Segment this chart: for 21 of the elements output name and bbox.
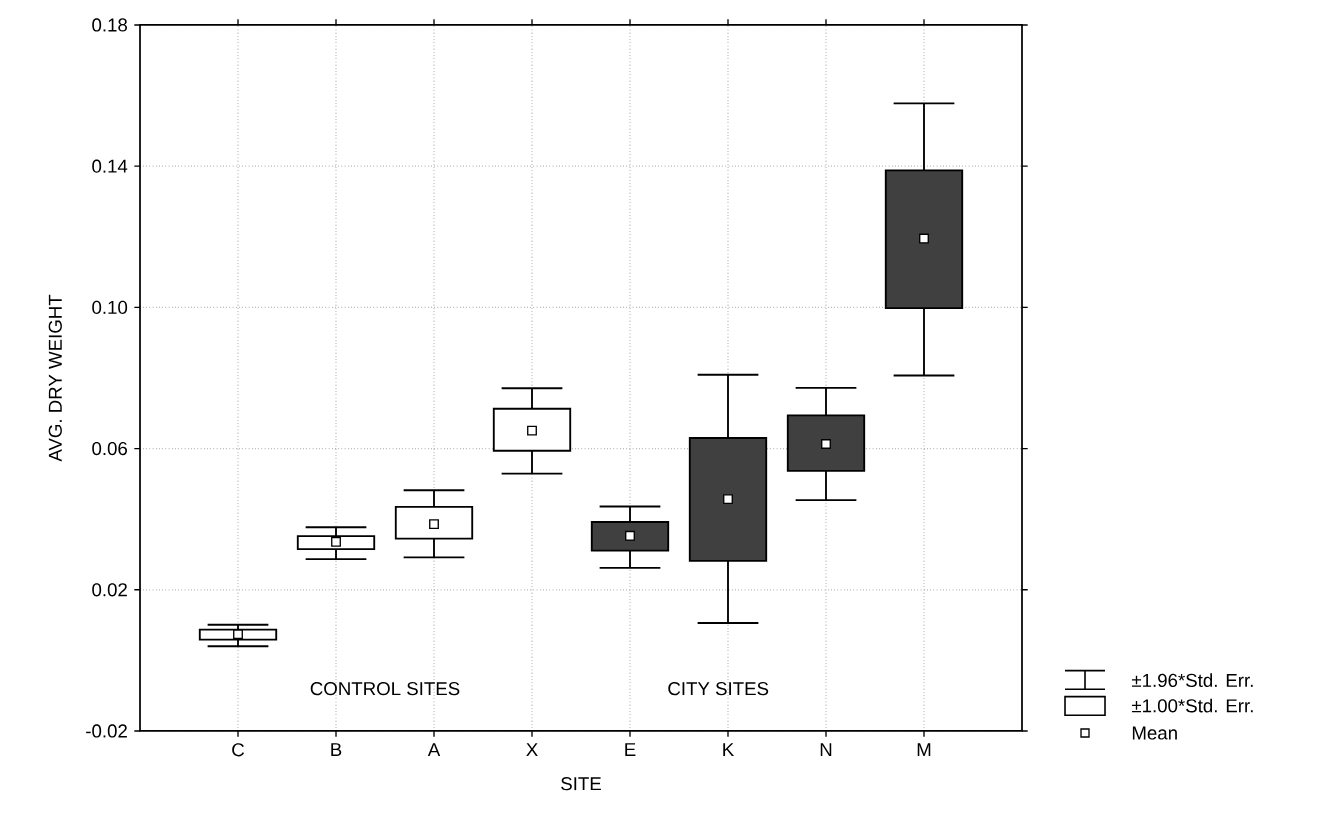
x-tick-label: C (232, 743, 245, 757)
y-tick-label: 0.14 (92, 159, 128, 173)
y-tick-label: 0.02 (92, 583, 127, 597)
annotation: CONTROL SITES (310, 682, 460, 696)
x-tick-label: K (723, 743, 735, 757)
y-tick-label: 0.18 (92, 18, 128, 32)
x-tick-label: M (917, 743, 931, 757)
y-tick-label: -0.02 (86, 724, 127, 738)
x-tick-label: E (625, 743, 636, 757)
x-tick-label: X (526, 743, 538, 757)
y-tick-label: 0.10 (92, 300, 128, 314)
x-tick-label: B (331, 743, 342, 757)
x-tick-label: N (820, 743, 832, 757)
annotation: CITY SITES (668, 682, 769, 696)
y-axis-title: AVG. DRY WEIGHT (48, 294, 62, 462)
text: ±1.96*Std. Err. (1131, 673, 1253, 688)
y-tick-label: 0.06 (92, 441, 127, 456)
x-axis-title: SITE (561, 777, 601, 791)
text: Mean (1132, 726, 1177, 740)
x-tick-label: A (427, 743, 441, 757)
text: ±1.00*Std. Err. (1131, 698, 1253, 713)
